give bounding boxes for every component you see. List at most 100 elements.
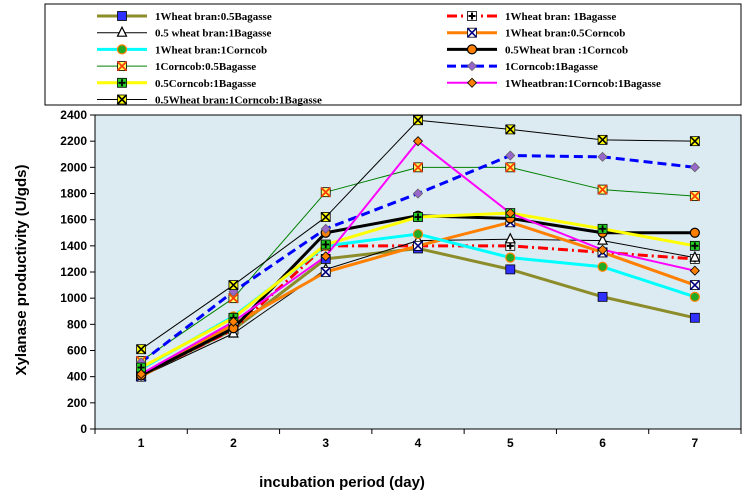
data-point-marker bbox=[116, 94, 128, 105]
legend-label: 1Wheat bran:0.5Corncob bbox=[505, 28, 625, 40]
data-point-marker bbox=[505, 252, 516, 263]
data-point-marker bbox=[412, 228, 424, 240]
data-point-marker bbox=[468, 12, 476, 20]
data-point-marker bbox=[412, 162, 424, 173]
data-point-marker bbox=[689, 136, 700, 147]
x-axis-title: incubation period (day) bbox=[259, 474, 425, 491]
data-point-marker bbox=[689, 280, 700, 291]
legend-label: 1Wheat bran:0.5Bagasse bbox=[155, 11, 272, 23]
y-axis: 0 200 400 600 800 1000 1200 1400 1600 1800 2000 220… bbox=[60, 108, 95, 436]
data-point-marker bbox=[505, 150, 516, 161]
data-point-marker bbox=[504, 232, 516, 244]
y-tick-label: 1000 bbox=[60, 291, 87, 305]
data-point-marker bbox=[414, 213, 422, 221]
data-point-marker bbox=[505, 124, 516, 135]
data-point-marker bbox=[136, 368, 147, 380]
x-tick-label: 1 bbox=[138, 436, 145, 450]
legend-label: 0.5 wheat bran:1Bagasse bbox=[155, 28, 272, 40]
data-point-marker bbox=[412, 115, 424, 126]
data-point-marker bbox=[505, 162, 516, 173]
data-point-marker bbox=[466, 77, 478, 88]
y-tick-label: 2400 bbox=[60, 108, 87, 122]
legend-item: 0.5 wheat bran:1Bagasse bbox=[97, 25, 272, 40]
data-point-marker bbox=[597, 151, 608, 162]
data-point-marker bbox=[116, 60, 128, 72]
x-tick-label: 4 bbox=[415, 436, 422, 450]
data-point-marker bbox=[136, 344, 147, 355]
data-point-marker bbox=[466, 61, 478, 72]
data-point-marker bbox=[320, 223, 331, 234]
x-tick-label: 2 bbox=[230, 436, 237, 450]
data-point-marker bbox=[320, 211, 331, 223]
legend-item: 1Wheat bran:0.5Corncob bbox=[447, 27, 625, 40]
data-point-marker bbox=[505, 208, 516, 219]
x-axis: 1 2 3 4 5 6 7 bbox=[94, 429, 742, 450]
legend-label: 0.5Wheat bran:1Corncob:1Bagasse bbox=[155, 95, 322, 107]
legend: 1Wheat bran:0.5Bagasse 1Wheat bran: 1Baga… bbox=[97, 11, 661, 107]
data-point-marker bbox=[689, 312, 700, 323]
data-point-marker bbox=[228, 280, 239, 291]
data-point-marker bbox=[412, 240, 424, 251]
data-point-marker bbox=[466, 44, 478, 55]
data-point-marker bbox=[412, 136, 424, 147]
data-point-marker bbox=[322, 241, 330, 249]
data-point-marker bbox=[597, 261, 608, 272]
legend-item: 1Corncob:0.5Bagasse bbox=[97, 60, 256, 73]
data-point-marker bbox=[116, 25, 128, 37]
legend-item: 1Wheat bran:1Corncob bbox=[97, 44, 267, 56]
data-point-marker bbox=[689, 162, 700, 173]
data-point-marker bbox=[689, 227, 700, 238]
y-tick-label: 1400 bbox=[60, 239, 87, 253]
series-markers bbox=[135, 115, 701, 382]
legend-label: 1Wheat bran: 1Bagasse bbox=[505, 11, 616, 23]
data-point-marker bbox=[466, 27, 478, 38]
legend-label: 1Corncob:0.5Bagasse bbox=[155, 61, 256, 73]
data-point-marker bbox=[691, 242, 699, 250]
x-tick-label: 6 bbox=[599, 436, 606, 450]
legend-item: 1Corncob:1Bagasse bbox=[447, 61, 598, 73]
legend-item: 1Wheat bran:0.5Bagasse bbox=[97, 11, 272, 23]
y-axis-title: Xylanase productivity (U/gds) bbox=[13, 165, 30, 376]
data-point-marker bbox=[506, 242, 514, 250]
legend-label: 1Corncob:1Bagasse bbox=[505, 61, 598, 73]
legend-label: 0.5Wheat bran :1Corncob bbox=[505, 44, 628, 56]
data-point-marker bbox=[118, 79, 126, 87]
data-point-marker bbox=[117, 11, 127, 21]
data-point-marker bbox=[689, 250, 701, 262]
x-tick-label: 7 bbox=[692, 436, 699, 450]
y-tick-label: 1800 bbox=[60, 187, 87, 201]
data-point-marker bbox=[689, 190, 700, 202]
legend-item: 1Wheatbran:1Corncob:1Bagasse bbox=[447, 77, 661, 90]
data-point-marker bbox=[599, 225, 607, 233]
x-tick-label: 5 bbox=[507, 436, 514, 450]
data-point-marker bbox=[597, 291, 608, 302]
y-tick-label: 1600 bbox=[60, 213, 87, 227]
data-point-marker bbox=[597, 134, 608, 145]
legend-item: 0.5Wheat bran :1Corncob bbox=[447, 44, 628, 56]
legend-label: 1Wheatbran:1Corncob:1Bagasse bbox=[505, 78, 661, 90]
legend-item: 0.5Wheat bran:1Corncob:1Bagasse bbox=[97, 94, 322, 107]
y-tick-label: 2200 bbox=[60, 134, 87, 148]
y-tick-label: 600 bbox=[67, 344, 87, 358]
data-point-marker bbox=[228, 316, 239, 327]
data-point-marker bbox=[320, 187, 331, 198]
y-tick-label: 0 bbox=[80, 422, 87, 436]
y-tick-label: 800 bbox=[67, 317, 87, 331]
data-point-marker bbox=[320, 251, 331, 262]
data-point-marker bbox=[320, 266, 331, 278]
data-point-marker bbox=[412, 188, 424, 199]
legend-item: 0.5Corncob:1Bagasse bbox=[97, 78, 256, 90]
data-point-marker bbox=[689, 265, 700, 276]
data-point-marker bbox=[228, 293, 239, 304]
legend-label: 0.5Corncob:1Bagasse bbox=[155, 78, 256, 90]
data-point-marker bbox=[116, 44, 128, 55]
data-point-marker bbox=[597, 244, 608, 255]
data-point-marker bbox=[505, 264, 516, 275]
y-tick-label: 2000 bbox=[60, 160, 87, 174]
legend-box bbox=[44, 3, 742, 106]
data-point-marker bbox=[597, 184, 608, 195]
legend-item: 1Wheat bran: 1Bagasse bbox=[447, 11, 616, 23]
legend-label: 1Wheat bran:1Corncob bbox=[155, 44, 267, 56]
y-tick-label: 200 bbox=[67, 396, 87, 410]
